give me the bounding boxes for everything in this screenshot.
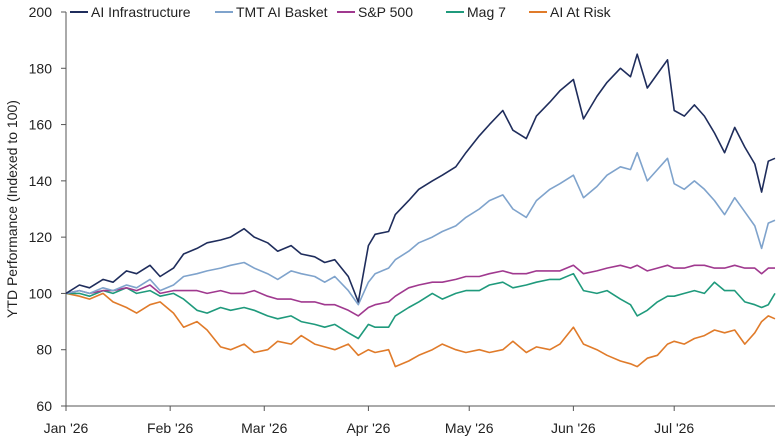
x-tick-label: Jul '26: [654, 420, 694, 436]
legend-label-tmt-ai-basket: TMT AI Basket: [236, 4, 328, 20]
series-line-ai-infrastructure: [65, 53, 776, 303]
series-line-s-p-500: [65, 264, 775, 317]
y-tick-label: 60: [36, 398, 52, 414]
x-tick-label: Mar '26: [241, 420, 287, 436]
y-tick-label: 180: [29, 60, 53, 76]
x-tick-label: May '26: [445, 420, 494, 436]
y-axis: 60 80 100 120 140 160 180 200: [29, 4, 67, 414]
series-line-mag-7: [66, 272, 776, 340]
x-tick-label: Apr '26: [346, 420, 390, 436]
legend-label-s-p-500: S&P 500: [358, 4, 413, 20]
y-tick-label: 120: [29, 229, 53, 245]
y-tick-label: 200: [29, 4, 53, 20]
y-tick-label: 140: [29, 173, 53, 189]
legend-label-ai-infrastructure: AI Infrastructure: [91, 4, 191, 20]
y-axis-title: YTD Performance (Indexed to 100): [4, 100, 20, 318]
y-tick-label: 100: [29, 285, 53, 301]
y-tick-label: 160: [29, 117, 53, 133]
series-line-ai-at-risk: [65, 292, 776, 368]
x-axis: Jan '26 Feb '26 Mar '26 Apr '26 May '26 Jun '…: [44, 405, 775, 436]
series-line-tmt-ai-basket: [65, 151, 776, 306]
legend-label-mag-7: Mag 7: [467, 4, 506, 20]
x-tick-label: Feb '26: [147, 420, 193, 436]
legend: AI Infrastructure TMT AI Basket S&P 500 Mag…: [70, 4, 612, 20]
x-tick-label: Jun '26: [551, 420, 596, 436]
x-tick-label: Jan '26: [44, 420, 89, 436]
y-tick-label: 80: [36, 342, 52, 358]
legend-label-ai-at-risk: AI At Risk: [550, 4, 612, 20]
series-lines: [65, 53, 776, 368]
